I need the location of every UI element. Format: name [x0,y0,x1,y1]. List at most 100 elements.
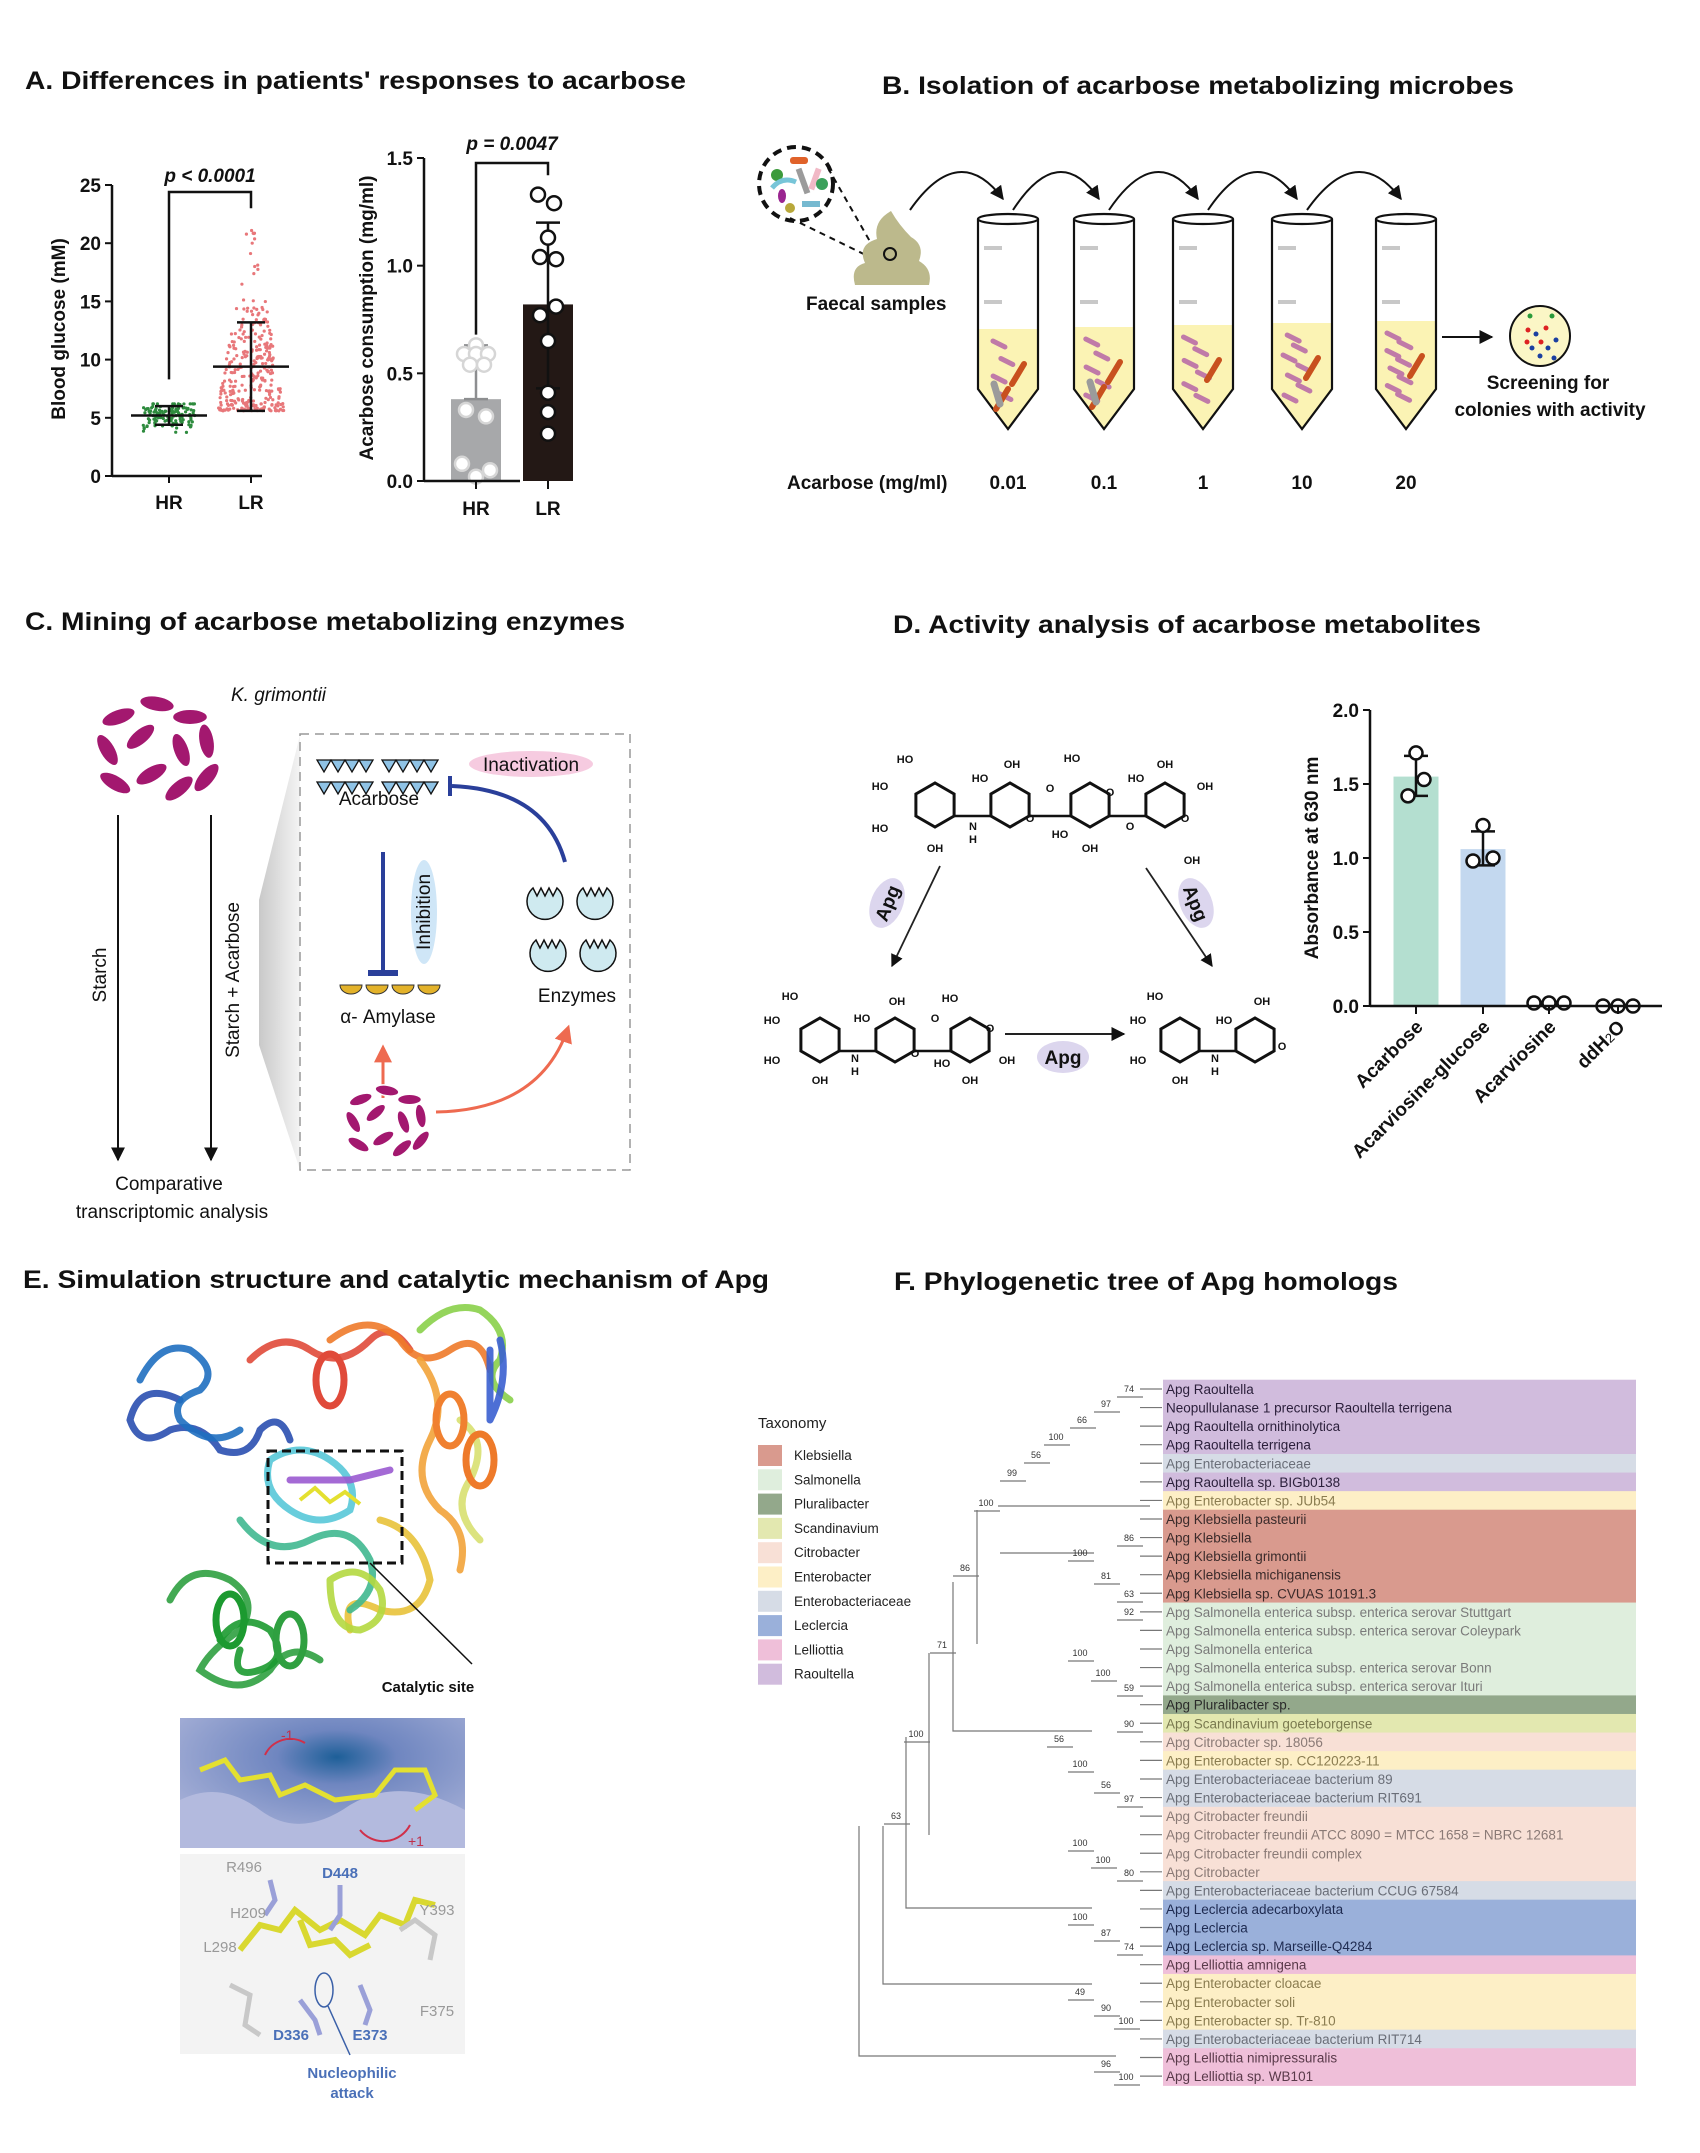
legend-swatch-scandinavium [758,1517,782,1539]
leaf-label: Apg Enterobacter sp. CC120223-11 [1166,1753,1380,1768]
atom-label: OH [1184,855,1201,867]
data-point [231,389,235,393]
phylogenetic-tree: Taxonomy Klebsiella Salmonella Pluralibact… [758,1379,1636,2086]
tube-rim [1171,212,1235,226]
data-point [277,395,281,399]
data-point [539,229,557,246]
legend-swatch-salmonella [758,1469,782,1491]
data-point [187,420,191,424]
tube-outline [1270,219,1334,431]
leaf-band [1163,1955,1636,1975]
binding-pocket-surface-image: -1 +1 [180,1718,465,1849]
data-point [266,358,270,362]
screening-label-line1: Screening for [1487,373,1610,394]
glucose-unit [380,781,398,796]
y-axis-label: Acarbose consumption (mg/ml) [357,175,378,460]
atom-label: HO [1130,1015,1147,1027]
data-point [228,393,233,397]
data-point [180,420,184,424]
alpha-helix [432,1390,468,1450]
data-point [268,328,272,332]
atom-label: OH [1004,759,1021,771]
data-point [245,350,249,354]
leaf-band [1163,1453,1636,1474]
bootstrap-value: 100 [1095,1855,1110,1865]
tube-outline [1072,219,1136,431]
sugar-ring [914,781,956,829]
acarbose-consumption-chart: Acarbose consumption (mg/ml) p = 0.0047 … [357,134,573,520]
bootstrap-value: 71 [937,1640,947,1650]
data-point [191,411,195,415]
panel-a-title: A. Differences in patients' responses to… [25,67,686,95]
data-point [241,317,245,321]
data-point [265,368,269,372]
data-point [141,429,146,433]
amylase-unit [365,984,389,995]
nucleophilic-label-line1: Nucleophilic [307,2065,396,2082]
bootstrap-value: 86 [960,1563,970,1573]
data-point [185,407,189,411]
x-tick-label: ddH2O [1573,1017,1630,1074]
residue-label: Y393 [419,1902,454,1919]
sugar-ring [1144,781,1186,829]
leaf-label: Apg Enterobacteriaceae bacterium CCUG 67… [1166,1883,1459,1898]
residue-label: D336 [273,2027,309,2044]
data-point [240,282,244,286]
legend-swatch-enterobacter [758,1566,782,1588]
atom-label: HO [764,1055,781,1067]
data-point [1408,745,1424,761]
data-point [252,237,257,241]
x-tick-label: LR [535,499,561,520]
bootstrap-value: 63 [1124,1589,1134,1599]
data-point [242,307,246,311]
data-point [539,403,557,421]
data-point [256,263,260,267]
data-point [252,231,257,235]
leaf-label: Apg Salmonella enterica subsp. enterica … [1166,1605,1511,1620]
bacterium [171,732,192,768]
data-point [253,332,258,336]
bootstrap-value: 97 [1124,1794,1134,1804]
leaf-label: Apg Salmonella enterica [1166,1642,1313,1657]
leaf-label: Apg Citrobacter freundii [1166,1809,1308,1824]
leaf-label: Apg Lelliottia amnigena [1166,1958,1307,1973]
legend-swatch-citrobacter [758,1542,782,1564]
bootstrap-value: 87 [1101,1928,1111,1938]
alpha-helix [312,1350,348,1410]
bootstrap-value: 100 [1118,2072,1133,2082]
apg-enzyme-label: Apg [1178,878,1214,928]
data-point [255,345,259,349]
leaf-label: Apg Citrobacter freundii complex [1166,1846,1362,1861]
data-point [265,320,270,324]
leaf-label: Apg Pluralibacter sp. [1166,1698,1291,1713]
data-point [154,410,158,414]
leaf-band [1163,1565,1636,1585]
data-point [259,402,263,406]
protein-structure-image [126,1304,514,1689]
tube-medium [1074,327,1134,429]
leaf-band [1163,1862,1636,1882]
apg-pill [1037,1041,1089,1073]
leaf-band [1163,1713,1636,1734]
protein-chain [326,1568,386,1634]
bootstrap-value: 56 [1031,1450,1041,1460]
sugar-ring [874,1016,916,1064]
bootstrap-value: 100 [978,1498,993,1508]
leaf-label: Apg Salmonella enterica subsp. enterica … [1166,1679,1483,1694]
amylase-icon [339,984,441,995]
data-point [217,406,221,410]
transfer-arrow [909,171,1004,211]
data-point [232,357,236,361]
atom-label: H [1211,1066,1219,1078]
microbe [1280,352,1298,364]
data-point [184,430,189,434]
data-point [251,299,255,303]
protein-chain [136,1344,244,1442]
bootstrap-value: 90 [1124,1719,1134,1729]
data-point [256,313,260,317]
concentration-label: 1 [1198,473,1209,494]
leaf-label: Apg Lelliottia nimipressuralis [1166,2051,1337,2066]
data-point [256,267,260,271]
bootstrap-value: 97 [1101,1399,1111,1409]
leaf-label: Apg Enterobacteriaceae bacterium 89 [1166,1772,1393,1787]
